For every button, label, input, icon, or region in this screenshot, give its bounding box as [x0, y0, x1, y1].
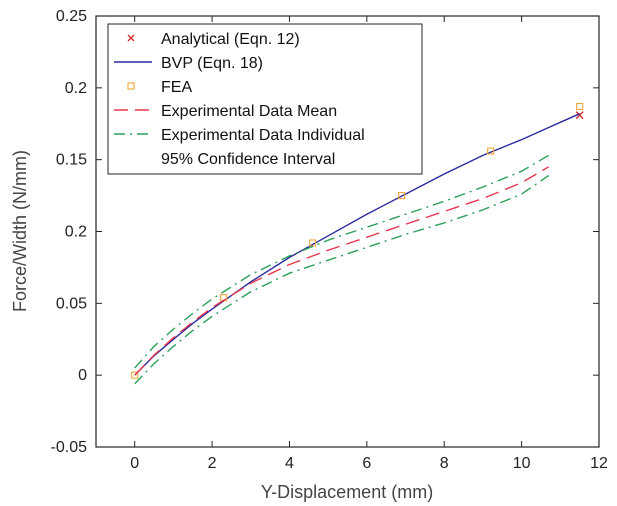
- legend-item: Experimental Data Mean: [114, 103, 337, 120]
- x-tick-label: 6: [362, 455, 371, 472]
- series-line-3: [134, 166, 550, 376]
- legend-item: FEA: [127, 79, 192, 96]
- series-line-5: [134, 174, 550, 385]
- y-axis-title: Force/Width (N/mm): [10, 150, 30, 312]
- y-tick-label: 0.15: [56, 152, 87, 169]
- legend-label: 95% Confidence Interval: [161, 151, 335, 168]
- y-tick-label: 0: [78, 367, 87, 384]
- y-tick-label: 0.2: [65, 80, 87, 97]
- x-tick-label: 2: [208, 455, 217, 472]
- legend-label: BVP (Eqn. 18): [161, 55, 263, 72]
- legend-item: BVP (Eqn. 18): [114, 55, 263, 72]
- x-tick-label: 4: [285, 455, 294, 472]
- y-tick-label: 0.25: [56, 8, 87, 25]
- x-tick-label: 8: [440, 455, 449, 472]
- y-tick-label: 0.05: [56, 295, 87, 312]
- x-axis-title: Y-Displacement (mm): [261, 482, 433, 502]
- data-point-square: [576, 102, 584, 111]
- legend-swatch-x: [127, 34, 135, 42]
- x-tick-label: 10: [513, 455, 531, 472]
- legend-label: FEA: [161, 79, 192, 96]
- x-tick-label: 12: [590, 455, 608, 472]
- legend-label: Experimental Data Individual: [161, 127, 365, 144]
- data-point-square: [398, 192, 406, 200]
- y-tick-label: -0.05: [51, 439, 88, 456]
- data-point-square: [487, 147, 495, 155]
- x-tick-label: 0: [130, 455, 139, 472]
- legend-label: Experimental Data Mean: [161, 103, 337, 120]
- legend-items: Analytical (Eqn. 12) BVP (Eqn. 18) FEA Expe…: [114, 31, 365, 168]
- legend-item: Analytical (Eqn. 12): [127, 31, 300, 48]
- series-line-1: [134, 113, 580, 376]
- legend-box: [107, 23, 423, 175]
- legend: Analytical (Eqn. 12) BVP (Eqn. 18) FEA Expe…: [107, 23, 423, 175]
- data-point-square: [131, 371, 139, 379]
- legend-item: 95% Confidence Interval: [161, 151, 335, 168]
- series-layer: [131, 102, 584, 385]
- ticks-layer: 0 2 4 6 8 10 12 -0.05 0 0.05 0.2 0.15 0.2 0.25: [51, 8, 608, 472]
- series-line-4: [134, 154, 550, 369]
- y-tick-label: 0.2: [65, 224, 87, 241]
- legend-label: Analytical (Eqn. 12): [161, 31, 300, 48]
- legend-item: Experimental Data Individual: [114, 127, 365, 144]
- data-point-x: [575, 111, 584, 120]
- legend-swatch-square: [127, 82, 135, 90]
